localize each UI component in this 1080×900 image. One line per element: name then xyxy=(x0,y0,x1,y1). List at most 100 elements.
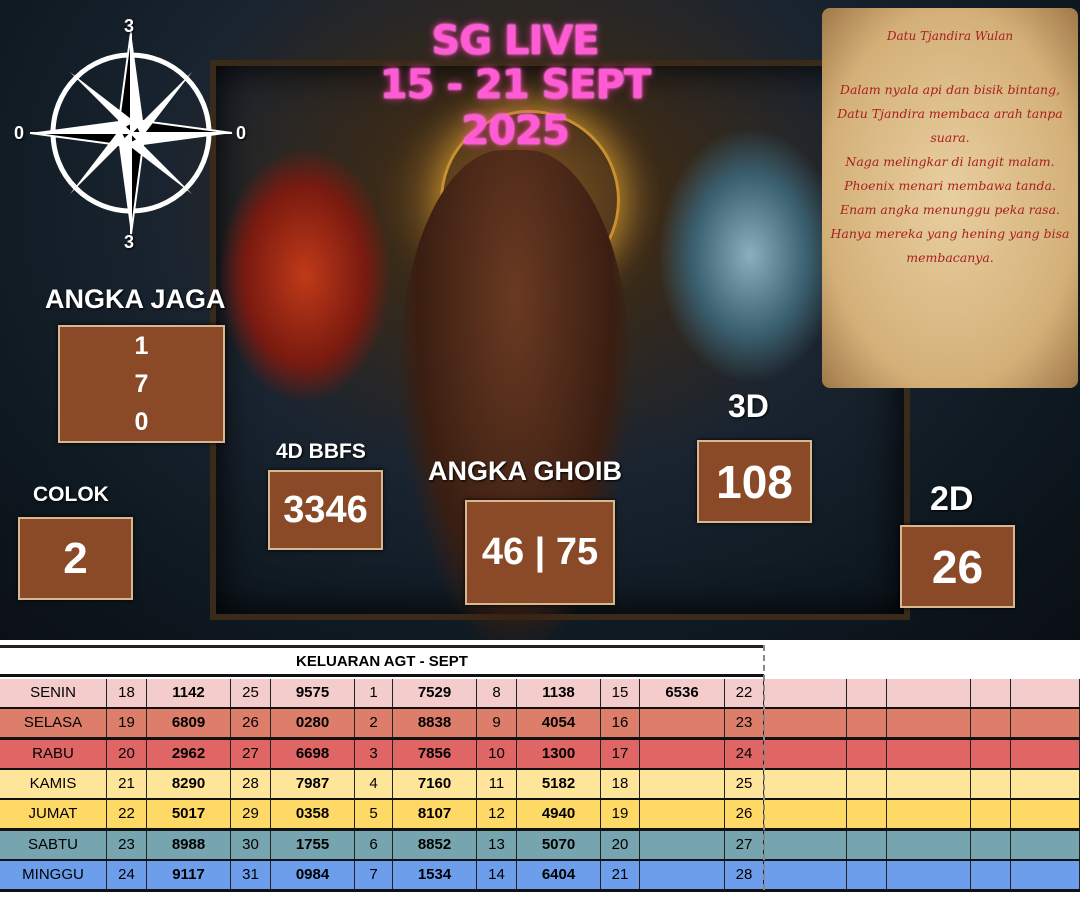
angka-jaga-value: 0 xyxy=(134,408,149,436)
empty-cell xyxy=(971,679,1011,707)
empty-cell xyxy=(1011,830,1080,859)
date-cell: 15 xyxy=(601,679,640,707)
date-cell: 28 xyxy=(231,769,271,798)
result-cell: 8838 xyxy=(393,709,477,738)
date-cell: 23 xyxy=(107,830,147,859)
scroll-line: Dalam nyala api dan bisik bintang, xyxy=(839,82,1061,97)
result-cell: 4940 xyxy=(517,800,601,829)
result-cell: 2962 xyxy=(147,739,231,768)
result-cell: 1300 xyxy=(517,739,601,768)
compass-south: 3 xyxy=(124,232,135,252)
result-cell: 0280 xyxy=(271,709,355,738)
empty-cell xyxy=(847,860,887,889)
result-cell: 0984 xyxy=(271,860,355,889)
result-cell: 6809 xyxy=(147,709,231,738)
angka-jaga-value: 1 xyxy=(134,332,149,360)
date-cell: 4 xyxy=(355,769,393,798)
date-cell: 25 xyxy=(231,679,271,707)
3d-value: 108 xyxy=(697,440,812,523)
empty-cell xyxy=(847,769,887,798)
result-cell: 6698 xyxy=(271,739,355,768)
result-cell: 7160 xyxy=(393,769,477,798)
result-cell: 7987 xyxy=(271,769,355,798)
day-cell: SENIN xyxy=(0,679,107,707)
result-cell xyxy=(640,830,725,859)
angka-jaga-value: 7 xyxy=(134,370,149,398)
empty-cell xyxy=(1011,739,1080,768)
date-cell: 5 xyxy=(355,800,393,829)
empty-cell xyxy=(887,679,971,707)
colok-value: 2 xyxy=(18,517,133,600)
result-cell: 5182 xyxy=(517,769,601,798)
empty-cell xyxy=(847,800,887,829)
result-cell xyxy=(640,769,725,798)
result-cell: 1138 xyxy=(517,679,601,707)
result-cell: 8988 xyxy=(147,830,231,859)
day-cell: SELASA xyxy=(0,709,107,738)
empty-cell xyxy=(887,769,971,798)
result-cell xyxy=(640,709,725,738)
bbfs-value: 3346 xyxy=(268,470,383,550)
date-cell: 9 xyxy=(477,709,517,738)
angka-jaga-label: ANGKA JAGA xyxy=(45,284,226,314)
date-cell: 13 xyxy=(477,830,517,859)
date-cell: 26 xyxy=(725,800,764,829)
result-cell: 4054 xyxy=(517,709,601,738)
empty-cell xyxy=(764,709,847,738)
date-cell: 22 xyxy=(107,800,147,829)
parchment-scroll: Datu Tjandira Wulan Dalam nyala api dan … xyxy=(822,8,1078,388)
ghoib-value: 46 | 75 xyxy=(465,500,615,605)
date-cell: 24 xyxy=(725,739,764,768)
empty-cell xyxy=(971,709,1011,738)
table-row: SENIN 18 1142 25 9575 1 7529 8 1138 15 6536 22 xyxy=(0,679,1080,710)
date-cell: 29 xyxy=(231,800,271,829)
empty-cell xyxy=(887,709,971,738)
dragon-image xyxy=(660,130,840,380)
result-cell: 8107 xyxy=(393,800,477,829)
date-cell: 21 xyxy=(601,860,640,889)
date-cell: 17 xyxy=(601,739,640,768)
day-cell: SABTU xyxy=(0,830,107,859)
prediction-poster: SG LIVE 15 - 21 SEPT 2025 3 3 0 0 Datu T… xyxy=(0,0,1080,640)
compass-north: 3 xyxy=(124,16,135,36)
result-cell: 1142 xyxy=(147,679,231,707)
phoenix-image xyxy=(220,150,390,400)
colok-label: COLOK xyxy=(33,483,109,506)
scroll-line: Datu Tjandira membaca arah tanpa suara. xyxy=(837,106,1063,145)
result-cell: 8852 xyxy=(393,830,477,859)
date-cell: 11 xyxy=(477,769,517,798)
date-cell: 7 xyxy=(355,860,393,889)
empty-cell xyxy=(764,800,847,829)
scroll-heading: Datu Tjandira Wulan xyxy=(886,29,1014,43)
results-table: KELUARAN AGT - SEPT SENIN 18 1142 25 9575 1 75… xyxy=(0,645,1080,892)
table-row: SELASA 19 6809 26 0280 2 8838 9 4054 16 23 xyxy=(0,709,1080,741)
day-cell: KAMIS xyxy=(0,769,107,798)
day-cell: RABU xyxy=(0,739,107,768)
date-cell: 19 xyxy=(601,800,640,829)
date-cell: 18 xyxy=(107,679,147,707)
result-cell: 5070 xyxy=(517,830,601,859)
2d-label: 2D xyxy=(930,480,974,518)
table-row: SABTU 23 8988 30 1755 6 8852 13 5070 20 27 xyxy=(0,830,1080,862)
date-cell: 16 xyxy=(601,709,640,738)
empty-cell xyxy=(1011,800,1080,829)
2d-value: 26 xyxy=(900,525,1015,608)
title-line2: 15 - 21 SEPT 2025 xyxy=(379,62,651,154)
result-cell: 1755 xyxy=(271,830,355,859)
result-cell: 7529 xyxy=(393,679,477,707)
scroll-line: Hanya mereka yang hening yang bisa memba… xyxy=(830,226,1070,265)
empty-cell xyxy=(764,769,847,798)
empty-cell xyxy=(764,860,847,889)
result-cell xyxy=(640,800,725,829)
date-cell: 10 xyxy=(477,739,517,768)
table-row: RABU 20 2962 27 6698 3 7856 10 1300 17 24 xyxy=(0,739,1080,771)
scroll-line: Enam angka menunggu peka rasa. xyxy=(839,202,1061,217)
date-cell: 27 xyxy=(231,739,271,768)
empty-cell xyxy=(764,679,847,707)
result-cell: 9117 xyxy=(147,860,231,889)
date-cell: 21 xyxy=(107,769,147,798)
table-title: KELUARAN AGT - SEPT xyxy=(0,645,764,677)
result-cell: 5017 xyxy=(147,800,231,829)
date-cell: 22 xyxy=(725,679,764,707)
scroll-line: Naga melingkar di langit malam. xyxy=(845,154,1055,169)
